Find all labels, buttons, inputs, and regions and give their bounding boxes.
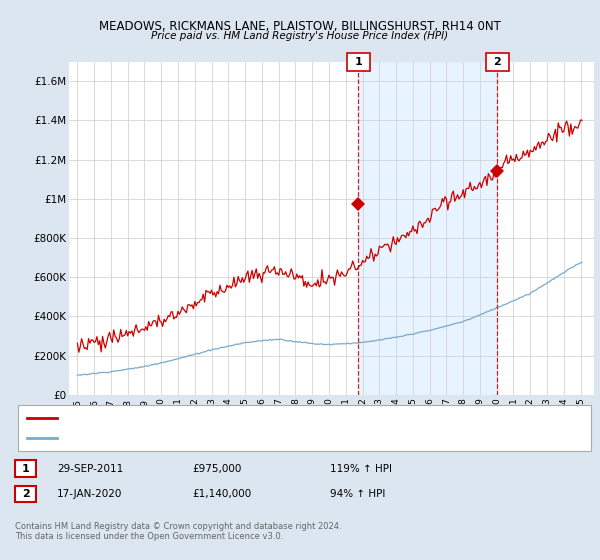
Text: MEADOWS, RICKMANS LANE, PLAISTOW, BILLINGSHURST, RH14 0NT: MEADOWS, RICKMANS LANE, PLAISTOW, BILLIN… [99,20,501,32]
Text: 1: 1 [22,464,29,474]
Text: £975,000: £975,000 [192,464,241,474]
Text: 119% ↑ HPI: 119% ↑ HPI [330,464,392,474]
Text: 2: 2 [494,57,501,67]
Text: 17-JAN-2020: 17-JAN-2020 [57,489,122,499]
Text: MEADOWS, RICKMANS LANE, PLAISTOW, BILLINGSHURST, RH14 0NT (detached house): MEADOWS, RICKMANS LANE, PLAISTOW, BILLIN… [63,413,453,422]
Text: 29-SEP-2011: 29-SEP-2011 [57,464,123,474]
Text: £1,140,000: £1,140,000 [192,489,251,499]
Text: 2: 2 [22,489,29,499]
Text: 1: 1 [355,57,362,67]
Bar [358,62,497,395]
Text: HPI: Average price, detached house, Chichester: HPI: Average price, detached house, Chic… [63,433,279,442]
Text: 94% ↑ HPI: 94% ↑ HPI [330,489,385,499]
Text: Contains HM Land Registry data © Crown copyright and database right 2024.
This d: Contains HM Land Registry data © Crown c… [15,522,341,542]
Text: Price paid vs. HM Land Registry's House Price Index (HPI): Price paid vs. HM Land Registry's House … [151,31,449,41]
